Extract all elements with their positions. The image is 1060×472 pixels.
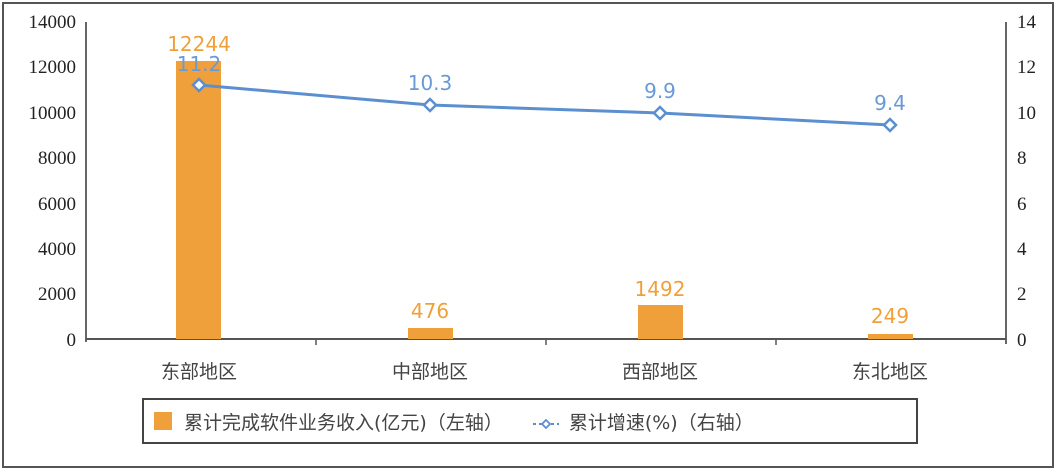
bar-central bbox=[408, 328, 453, 339]
category-label: 东部地区 bbox=[161, 361, 237, 383]
legend-line-label: 累计增速(%)（右轴） bbox=[568, 411, 754, 434]
bar-series bbox=[176, 61, 913, 339]
bar-east bbox=[176, 61, 221, 339]
svg-text:12000: 12000 bbox=[29, 57, 77, 78]
svg-text:4000: 4000 bbox=[38, 239, 76, 260]
svg-text:10: 10 bbox=[1017, 103, 1036, 124]
line-label-west: 9.9 bbox=[644, 79, 676, 103]
legend-item-bar: 累计完成软件业务收入(亿元)（左轴） bbox=[144, 408, 503, 435]
svg-text:4: 4 bbox=[1017, 239, 1027, 260]
bar-northeast bbox=[868, 334, 913, 339]
svg-text:6000: 6000 bbox=[38, 194, 76, 215]
category-label: 中部地区 bbox=[392, 361, 468, 383]
svg-text:0: 0 bbox=[1017, 330, 1027, 351]
line-markers bbox=[191, 77, 898, 133]
legend-bar-label: 累计完成软件业务收入(亿元)（左轴） bbox=[184, 411, 503, 434]
svg-text:14000: 14000 bbox=[29, 12, 77, 33]
bar-label-northeast: 249 bbox=[871, 304, 909, 328]
svg-text:6: 6 bbox=[1017, 194, 1027, 215]
svg-text:0: 0 bbox=[67, 330, 77, 351]
svg-text:2000: 2000 bbox=[38, 284, 76, 305]
svg-text:10000: 10000 bbox=[29, 103, 77, 124]
bar-label-west: 1492 bbox=[635, 277, 686, 301]
category-label: 东北地区 bbox=[852, 361, 928, 383]
line-marker-icon bbox=[532, 414, 559, 430]
line-label-east: 11.2 bbox=[177, 52, 222, 76]
svg-text:14: 14 bbox=[1017, 12, 1037, 33]
svg-text:2: 2 bbox=[1017, 284, 1027, 305]
bar-west bbox=[638, 305, 683, 339]
svg-text:8: 8 bbox=[1017, 148, 1027, 169]
category-label: 西部地区 bbox=[622, 361, 698, 383]
bar-label-east: 12244 bbox=[167, 32, 231, 56]
line-label-central: 10.3 bbox=[408, 71, 453, 95]
diamond-marker-icon bbox=[882, 117, 898, 133]
svg-text:12: 12 bbox=[1017, 57, 1036, 78]
left-axis-ticks: 0 2000 4000 6000 8000 10000 12000 14000 bbox=[29, 12, 77, 351]
chart-legend: 累计完成软件业务收入(亿元)（左轴） 累计增速(%)（右轴） bbox=[142, 398, 918, 444]
legend-item-line: 累计增速(%)（右轴） bbox=[532, 408, 754, 435]
bar-label-central: 476 bbox=[411, 299, 449, 323]
diamond-marker-icon bbox=[652, 105, 668, 121]
diamond-marker-icon bbox=[191, 77, 207, 93]
right-axis-ticks: 0 2 4 6 8 10 12 14 bbox=[1017, 12, 1037, 351]
line-label-northeast: 9.4 bbox=[874, 91, 906, 115]
diamond-marker-icon bbox=[422, 97, 438, 113]
bar-swatch-icon bbox=[154, 412, 172, 430]
growth-line bbox=[198, 83, 891, 127]
svg-text:8000: 8000 bbox=[38, 148, 76, 169]
